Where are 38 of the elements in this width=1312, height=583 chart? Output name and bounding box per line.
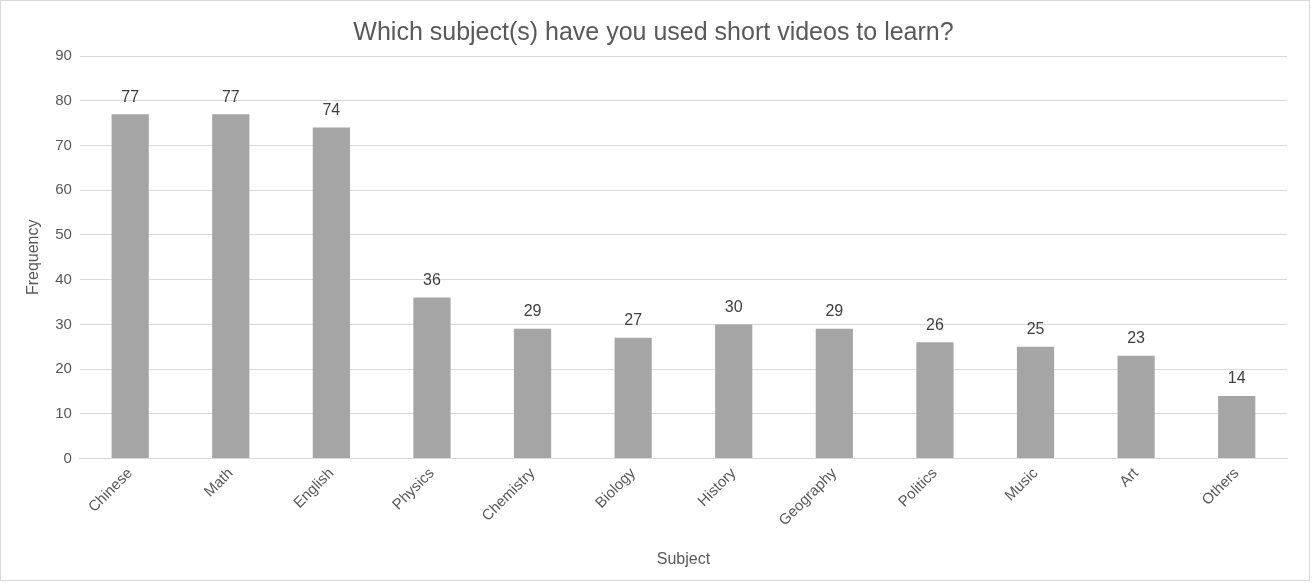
bar <box>1016 346 1055 459</box>
y-tick-label: 40 <box>55 269 72 287</box>
bar <box>614 337 652 459</box>
y-axis-title: Frequency <box>24 219 42 296</box>
y-tick-label: 60 <box>55 180 72 198</box>
y-tick-label: 30 <box>55 314 72 332</box>
y-tick-label: 50 <box>55 225 72 243</box>
bar <box>212 114 250 459</box>
x-axis-title: Subject <box>656 549 711 567</box>
data-label: 30 <box>724 297 743 315</box>
bar <box>1117 355 1155 459</box>
y-tick-label: 0 <box>63 448 72 466</box>
y-tick-label: 70 <box>55 135 72 153</box>
data-label: 77 <box>121 87 140 105</box>
data-label: 36 <box>423 270 441 288</box>
x-tick-label: Art <box>1115 463 1142 490</box>
data-label: 27 <box>624 311 643 329</box>
data-label: 26 <box>926 315 944 333</box>
data-label: 25 <box>1026 320 1045 338</box>
bar <box>513 328 552 459</box>
data-label: 74 <box>322 100 341 118</box>
bar <box>715 324 753 459</box>
y-tick-label: 20 <box>55 359 72 377</box>
chart-title: Which subject(s) have you used short videos to learn? <box>353 16 954 45</box>
y-tick-label: 10 <box>55 404 72 421</box>
data-label: 29 <box>825 302 844 320</box>
data-label: 29 <box>523 302 542 320</box>
data-label: 14 <box>1227 369 1246 387</box>
bar <box>312 127 350 459</box>
y-tick-label: 80 <box>55 90 72 108</box>
bar <box>815 328 853 459</box>
bar <box>111 114 149 459</box>
data-label: 23 <box>1127 329 1146 347</box>
data-label: 77 <box>221 87 240 105</box>
bar <box>916 342 954 459</box>
bar <box>413 297 451 459</box>
bar <box>1218 395 1256 459</box>
y-tick-label: 90 <box>55 46 72 64</box>
